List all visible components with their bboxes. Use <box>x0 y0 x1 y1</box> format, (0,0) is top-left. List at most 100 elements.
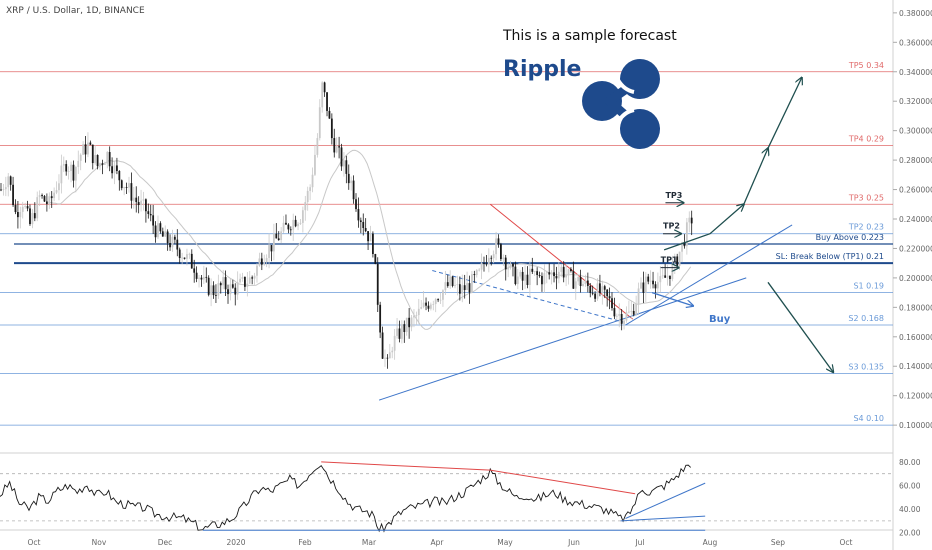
candle-body <box>50 196 53 199</box>
candle-body <box>159 223 162 232</box>
oscillator-trendline <box>321 461 636 495</box>
candle-body <box>666 275 669 278</box>
candle-body <box>630 310 633 312</box>
candle-body <box>606 289 609 297</box>
candle-body <box>236 282 239 295</box>
candle-body <box>386 357 389 359</box>
candle-body <box>190 253 193 269</box>
candle-body <box>231 284 234 288</box>
candle-body <box>599 283 601 294</box>
candle-body <box>318 107 321 139</box>
candle-body <box>536 271 539 276</box>
level-label: SL: Break Below (TP1) 0.21 <box>776 252 884 261</box>
candle-body <box>654 284 657 289</box>
candle-body <box>135 197 138 203</box>
candle-body <box>451 276 454 286</box>
candle-body <box>294 219 297 227</box>
candle-body <box>555 276 558 279</box>
candle-body <box>497 238 500 245</box>
candle-body <box>198 277 200 279</box>
candle-body <box>620 313 623 324</box>
candle-body <box>38 195 41 198</box>
candle-body <box>615 315 618 317</box>
level-label: S1 0.19 <box>853 282 884 291</box>
candle-body <box>147 211 150 214</box>
time-tick-label: Dec <box>158 538 173 547</box>
candle-body <box>299 222 302 224</box>
candle-body <box>260 258 263 265</box>
candle-body <box>270 245 273 252</box>
candle-body <box>125 187 128 188</box>
candle-body <box>26 206 29 209</box>
candle-body <box>161 231 164 237</box>
candle-body <box>456 284 459 286</box>
candle-body <box>60 165 63 184</box>
candle-body <box>405 317 408 333</box>
candle-body <box>516 276 519 285</box>
time-tick-label: Aug <box>703 538 718 547</box>
candle-body <box>219 283 222 286</box>
candle-body <box>659 276 662 283</box>
candle-body <box>178 249 181 258</box>
candle-body <box>82 144 85 155</box>
price-axis[interactable]: 0.380000000 0.360000000 0.340000000 0.32000… <box>893 9 932 430</box>
candle-body <box>509 263 512 268</box>
candle-body <box>582 284 584 287</box>
price-tick-label: 0.100000000 <box>899 421 932 430</box>
candle-body <box>205 276 208 278</box>
candle-body <box>533 271 536 272</box>
candle-body <box>422 302 425 307</box>
candle-body <box>280 231 283 241</box>
candle-body <box>379 304 382 333</box>
candle-body <box>94 154 97 164</box>
candle-body <box>258 258 261 266</box>
candle-body <box>89 142 92 145</box>
forecast-arrow <box>651 292 693 306</box>
candle-body <box>372 233 374 255</box>
candle-body <box>77 160 80 168</box>
candle-body <box>560 266 563 272</box>
price-tick-label: 0.320000000 <box>899 97 932 106</box>
candle-body <box>304 202 307 211</box>
candle-body <box>314 154 316 175</box>
candle-body <box>200 277 203 280</box>
candle-body <box>618 313 621 316</box>
candle-body <box>391 350 394 353</box>
trendline <box>489 203 634 320</box>
candle-body <box>227 289 229 295</box>
candle-body <box>268 245 270 258</box>
candle-body <box>53 192 56 199</box>
candle-body <box>58 183 60 191</box>
time-axis[interactable]: Oct Nov Dec 2020 Feb Mar Apr May Jun Jul Aug Sep Oct <box>28 538 853 547</box>
candle-body <box>181 257 184 259</box>
candle-body <box>282 222 285 232</box>
candle-body <box>265 257 268 263</box>
coin-name: Ripple <box>503 57 581 82</box>
candle-body <box>244 276 246 287</box>
candle-body <box>673 256 676 264</box>
candle-body <box>202 276 205 280</box>
candle-body <box>152 215 155 226</box>
candle-body <box>301 210 304 223</box>
candle-body <box>2 189 5 190</box>
xrp-ripple-logo <box>582 59 660 149</box>
candle-body <box>333 138 336 153</box>
candle-body <box>14 205 17 213</box>
candle-body <box>637 288 640 304</box>
candle-body <box>345 160 348 174</box>
candle-body <box>550 272 553 275</box>
candle-body <box>41 195 43 197</box>
candle-body <box>188 253 191 255</box>
candle-body <box>350 180 353 184</box>
candle-body <box>33 213 36 219</box>
candle-body <box>408 317 411 328</box>
price-tick-label: 0.180000000 <box>899 303 932 312</box>
moving-average-line <box>48 149 692 330</box>
candle-body <box>108 152 111 167</box>
candle-body <box>683 242 686 247</box>
candle-body <box>343 160 345 167</box>
candle-body <box>671 263 674 280</box>
candle-body <box>524 274 526 281</box>
